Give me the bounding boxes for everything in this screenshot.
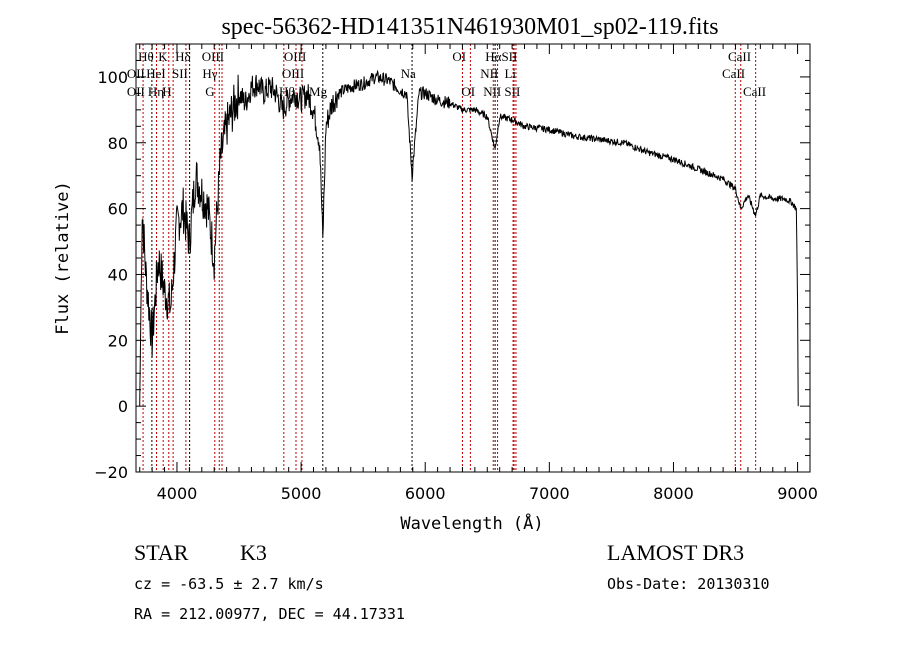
- line-label: OIII: [282, 66, 304, 81]
- line-label: OIII: [284, 49, 306, 64]
- line-label: HαSII: [485, 49, 517, 64]
- line-label: OI: [461, 84, 475, 99]
- spectral-lines: [142, 44, 757, 472]
- x-tick-label: 5000: [281, 484, 322, 503]
- line-label: SII: [172, 66, 188, 81]
- x-axis-label: Wavelength (Å): [400, 512, 543, 534]
- line-label: Na: [401, 66, 416, 81]
- x-tick-label: 9000: [777, 484, 818, 503]
- y-tick-label: 0: [118, 397, 128, 416]
- spectrum-line: [139, 69, 799, 407]
- line-label: Mg: [309, 84, 328, 99]
- y-tick-label: 20: [108, 331, 128, 350]
- coordinates: RA = 212.00977, DEC = 44.17331: [134, 605, 405, 623]
- survey-name: LAMOST DR3: [607, 540, 744, 565]
- line-label: H: [162, 84, 171, 99]
- object-class: STAR: [134, 540, 189, 565]
- redshift-cz: cz = -63.5 ± 2.7 km/s: [134, 575, 324, 593]
- line-label: Hδ: [175, 49, 191, 64]
- line-label: Hη: [148, 84, 164, 99]
- line-label: OIII: [202, 49, 224, 64]
- line-label: Hγ: [202, 66, 217, 81]
- x-tick-label: 4000: [157, 484, 198, 503]
- line-label: NII: [480, 66, 498, 81]
- line-label: CaII: [728, 49, 751, 64]
- line-label: HeI: [146, 66, 166, 81]
- line-label: G: [205, 84, 214, 99]
- line-label: Hθ: [138, 49, 154, 64]
- y-tick-label: −20: [94, 463, 128, 482]
- x-tick-label: 6000: [405, 484, 446, 503]
- x-tick-label: 8000: [653, 484, 694, 503]
- y-tick-label: 80: [108, 134, 128, 153]
- line-label: SII: [504, 84, 520, 99]
- line-label: K: [158, 49, 168, 64]
- subclass: K3: [240, 540, 267, 565]
- y-tick-label: 100: [97, 68, 128, 87]
- spectrum: [139, 69, 799, 407]
- x-tick-label: 7000: [529, 484, 570, 503]
- chart-title: spec-56362-HD141351N461930M01_sp02-119.f…: [221, 14, 718, 40]
- line-label: CaII: [722, 66, 745, 81]
- y-axis-label: Flux (relative): [53, 181, 73, 335]
- line-label: OI: [452, 49, 466, 64]
- y-tick-label: 60: [108, 200, 128, 219]
- line-label: NII: [483, 84, 501, 99]
- axes-ticks: 4000 5000 6000 7000 8000 9000 −20 0 20 40 60 80 100: [94, 43, 818, 503]
- obs-date: Obs-Date: 20130310: [607, 575, 770, 593]
- y-tick-label: 40: [108, 265, 128, 284]
- line-label: Li: [504, 66, 516, 81]
- line-label: CaII: [743, 84, 766, 99]
